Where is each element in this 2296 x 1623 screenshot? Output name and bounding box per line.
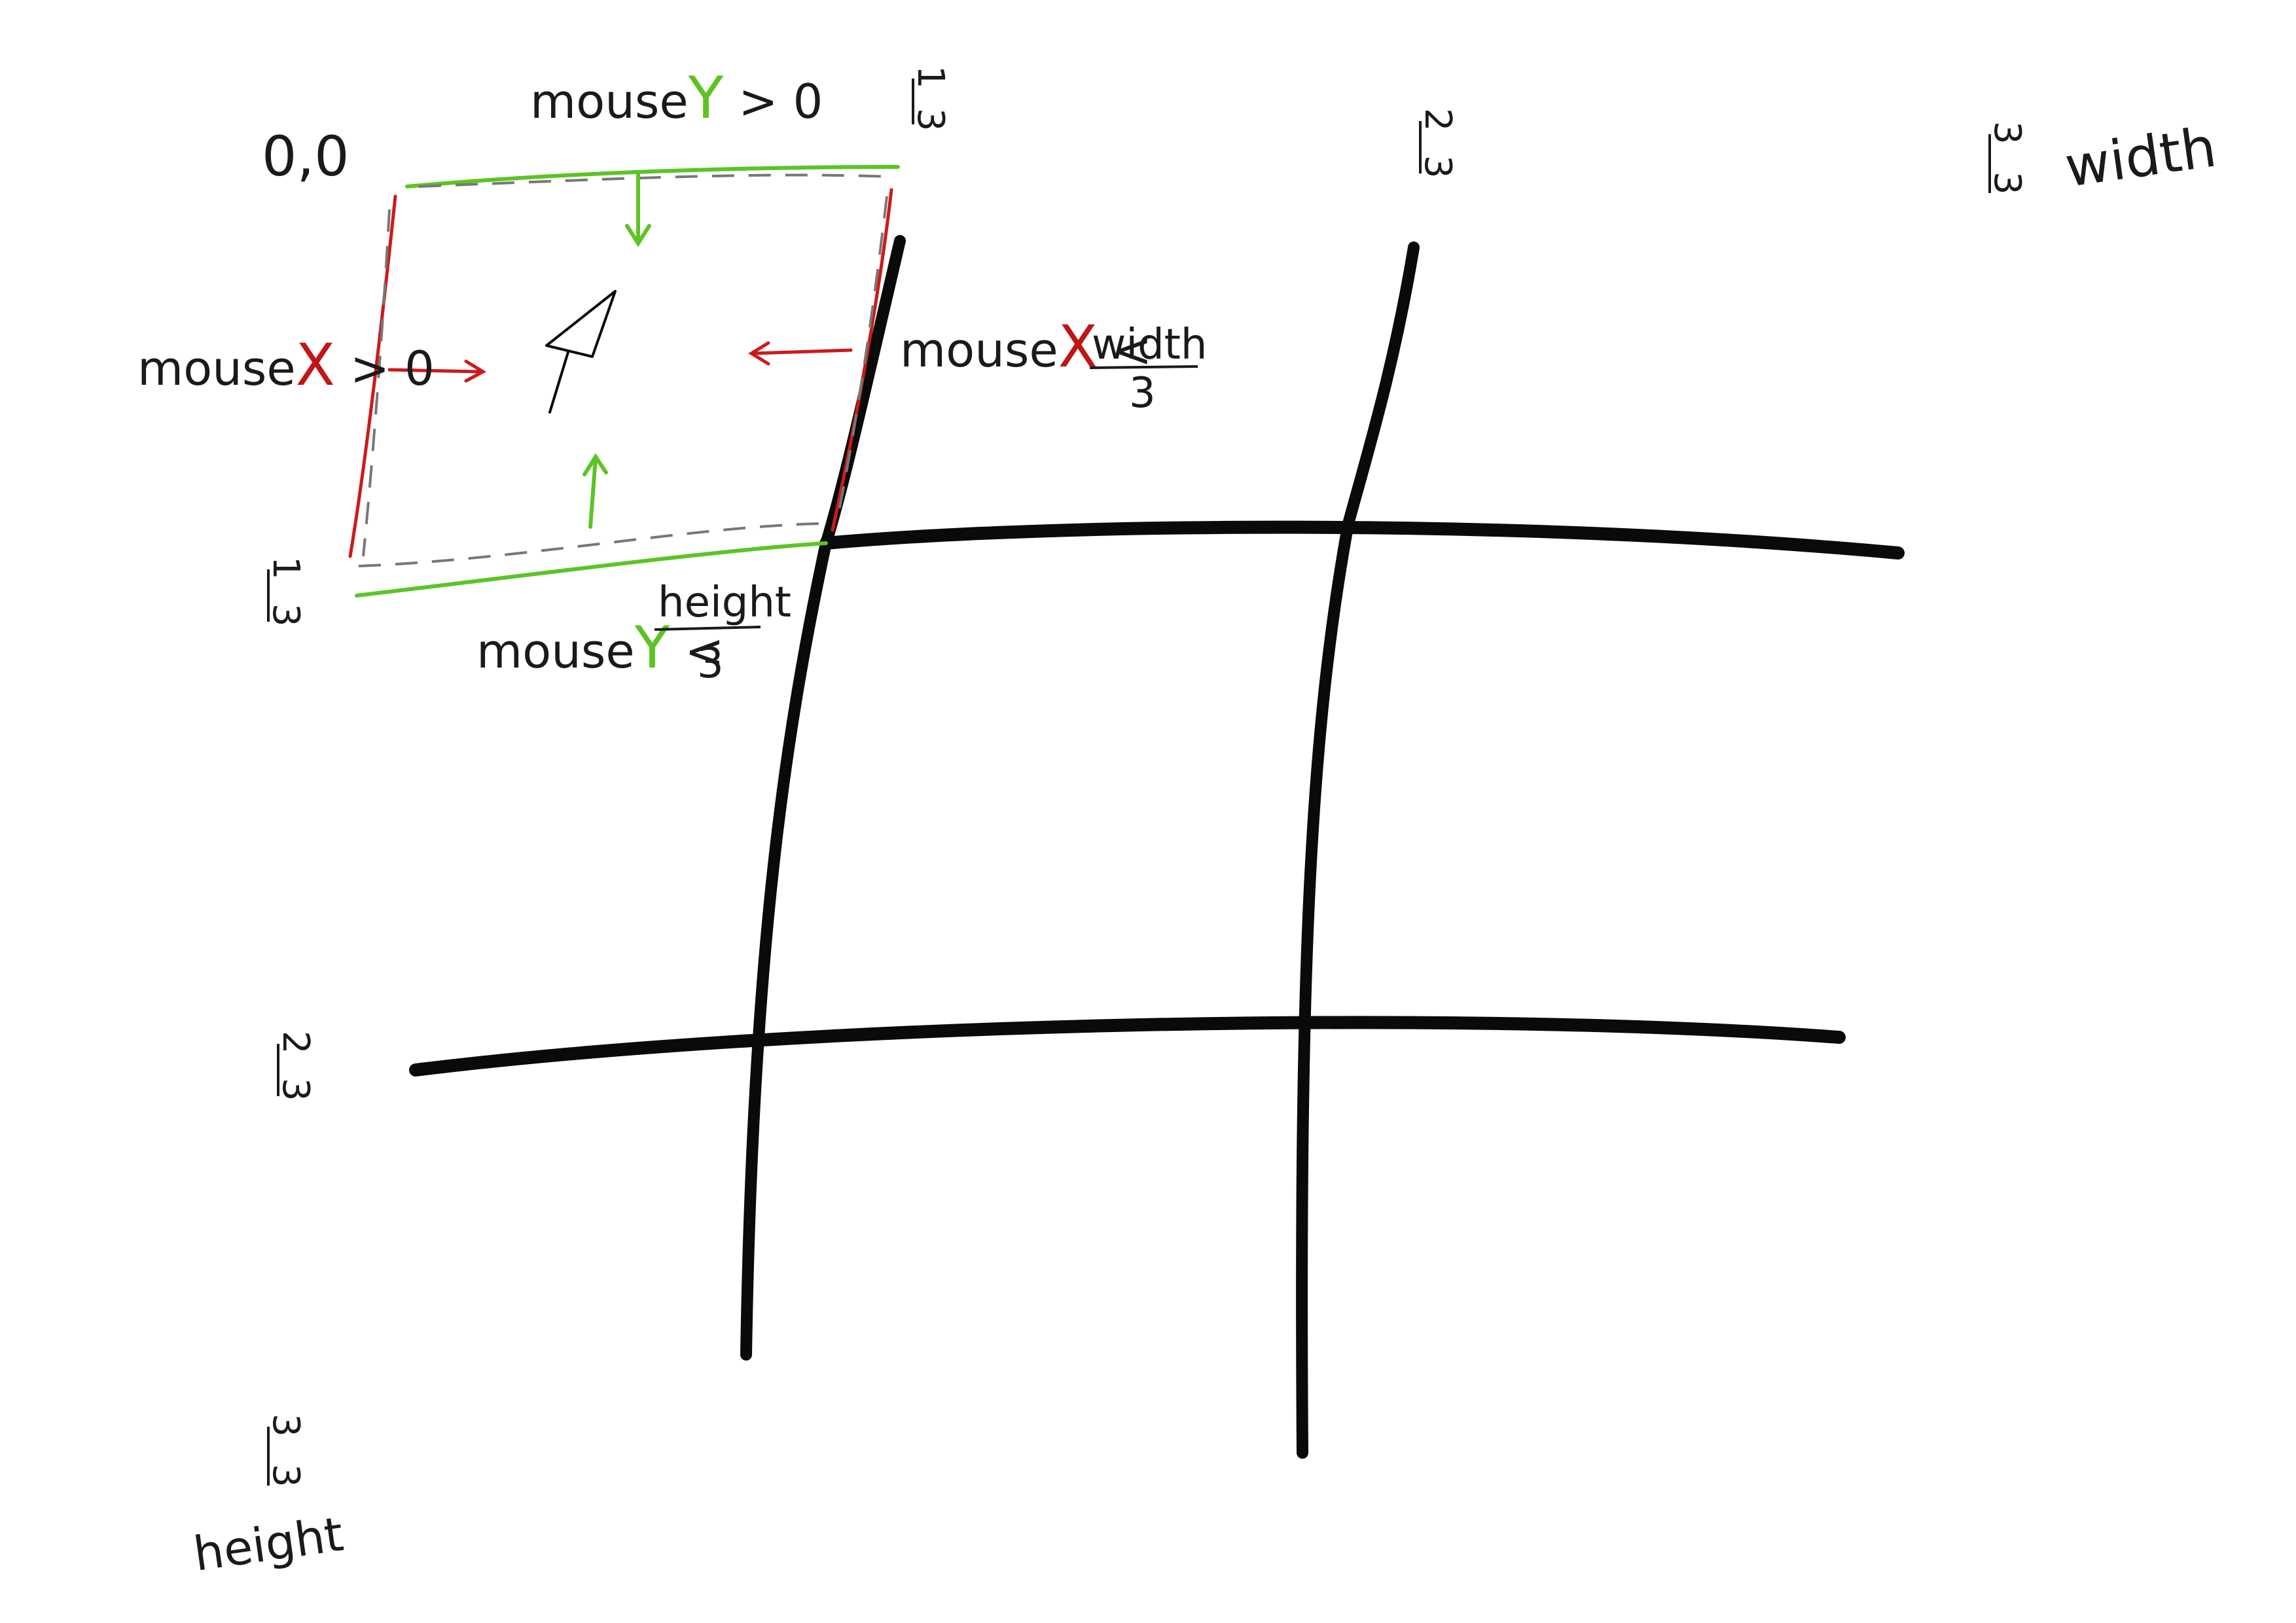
top-condition-label: mouseY > 0 (530, 64, 823, 132)
svg-text:mouseY <: mouseY < (476, 614, 725, 681)
arrow-left-red (748, 341, 853, 366)
svg-text:3: 3 (1416, 155, 1459, 179)
cell-boundaries (348, 165, 900, 597)
svg-text:height: height (658, 579, 791, 627)
svg-text:3: 3 (264, 603, 307, 627)
svg-text:3: 3 (909, 108, 952, 132)
dashed-left (362, 209, 391, 557)
svg-text:mouseX <: mouseX < (900, 313, 1152, 380)
top-boundary-green (405, 165, 900, 188)
height-label: height (190, 1507, 347, 1582)
inward-arrows (387, 171, 853, 529)
top-axis-three-thirds: 3 3 (1986, 121, 2028, 195)
origin-label: 0,0 (262, 124, 350, 188)
grid-line-horizontal-1 (819, 520, 1905, 560)
dashed-right (836, 196, 888, 518)
left-condition-label: mouseX > 0 (137, 331, 435, 399)
svg-text:2: 2 (1416, 108, 1459, 132)
right-condition-label: mouseX < width 3 (900, 313, 1207, 418)
arrow-down-green (625, 171, 651, 247)
svg-text:3: 3 (1986, 171, 2028, 195)
arrow-right-red (387, 359, 487, 383)
top-axis-one-third: 1 3 (909, 65, 952, 132)
svg-text:1: 1 (909, 65, 952, 89)
arrow-up-green (583, 453, 608, 529)
dashed-bottom (358, 522, 822, 567)
left-boundary-red (348, 194, 397, 558)
right-boundary-red (831, 188, 893, 532)
top-axis-two-thirds: 2 3 (1416, 108, 1459, 179)
mouse-pointer-icon (545, 290, 617, 414)
grid-line-horizontal-2 (409, 1016, 1846, 1077)
left-axis-one-third: 1 3 (264, 556, 307, 627)
svg-text:width: width (1092, 321, 1207, 369)
dashed-top (418, 173, 891, 188)
svg-text:3: 3 (697, 639, 724, 688)
svg-text:3: 3 (264, 1464, 307, 1488)
left-axis-two-thirds: 2 3 (274, 1031, 317, 1101)
svg-text:3: 3 (264, 1414, 307, 1437)
left-axis-three-thirds: 3 3 (264, 1414, 307, 1488)
svg-text:3: 3 (1129, 369, 1156, 418)
svg-text:2: 2 (274, 1031, 317, 1054)
svg-text:3: 3 (274, 1078, 317, 1101)
svg-text:1: 1 (264, 556, 307, 580)
svg-text:3: 3 (1986, 121, 2028, 145)
grid-lines (409, 235, 1905, 1459)
bottom-condition-label: mouseY < height 3 (476, 579, 791, 688)
grid-line-vertical-1 (740, 235, 906, 1361)
width-label: width (2061, 115, 2220, 200)
bottom-boundary-green (355, 541, 828, 597)
grid-line-vertical-2 (1296, 241, 1420, 1459)
